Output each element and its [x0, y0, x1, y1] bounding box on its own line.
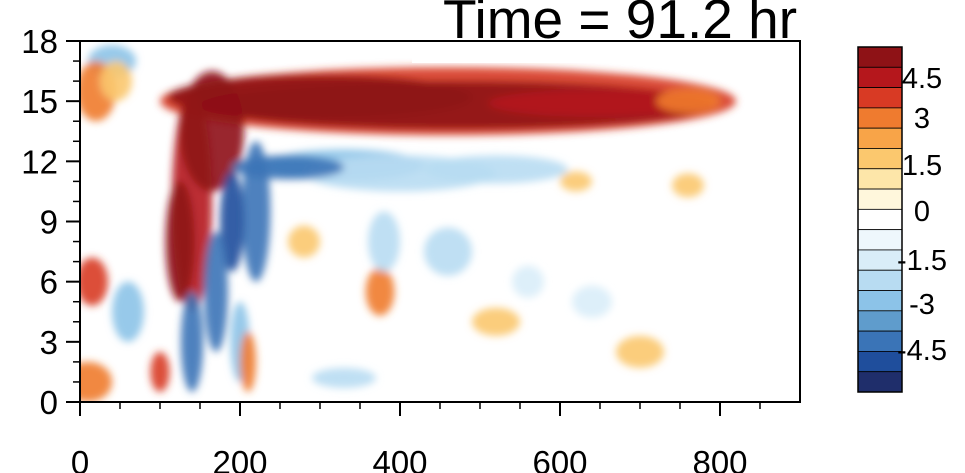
colorbar-swatch	[857, 188, 903, 210]
colorbar-swatch	[857, 127, 903, 149]
field-blob	[512, 265, 544, 298]
field-blob	[424, 227, 472, 276]
field-blob	[150, 351, 170, 392]
field-blob	[656, 89, 720, 114]
field-blob	[168, 75, 472, 120]
colorbar-swatch	[857, 310, 903, 332]
field-blob	[365, 267, 395, 316]
chart-title: Time = 91.2 hr	[443, 0, 797, 50]
colorbar-swatch	[857, 290, 903, 312]
colorbar-swatch	[857, 46, 903, 68]
colorbar-label: 1.5	[902, 150, 942, 182]
field-blob	[112, 281, 144, 342]
colorbar-label: 3	[914, 103, 930, 135]
field-blob	[220, 171, 244, 272]
field-blob	[165, 181, 195, 302]
colorbar-swatch	[857, 87, 903, 109]
field-blob	[616, 335, 664, 368]
field-blob	[488, 89, 712, 118]
y-tick-label: 15	[21, 83, 58, 120]
colorbar-swatch	[857, 269, 903, 291]
y-tick-label: 9	[40, 204, 58, 241]
field-blob	[560, 171, 592, 192]
field-blob	[80, 257, 108, 306]
y-tick-label: 0	[40, 384, 58, 421]
x-tick-label: 0	[71, 444, 89, 473]
colorbar-label: -3	[909, 289, 935, 321]
field-blob	[572, 285, 612, 318]
colorbar: 4.5 3 1.5 0 -1.5 -3 -4.5	[857, 46, 947, 393]
y-tick-label: 3	[40, 324, 58, 361]
field-blob	[312, 367, 376, 388]
x-tick-label: 800	[692, 444, 747, 473]
colorbar-swatch	[857, 66, 903, 88]
colorbar-swatch	[857, 330, 903, 352]
x-tick-label: 400	[372, 444, 427, 473]
field-blob	[424, 155, 568, 184]
colorbar-label: 4.5	[902, 63, 942, 95]
y-tick-label: 12	[21, 143, 58, 180]
field-layer	[80, 45, 736, 402]
field-blob	[180, 291, 204, 392]
field-blob	[180, 71, 244, 192]
colorbar-swatch	[857, 168, 903, 190]
field-blob	[288, 225, 320, 258]
field-blob	[241, 141, 271, 282]
title-backdrop	[412, 0, 800, 63]
field-blob	[368, 211, 400, 272]
colorbar-swatch	[857, 107, 903, 129]
y-tick-label: 6	[40, 264, 58, 301]
field-blob	[472, 307, 520, 336]
field-blob	[80, 361, 112, 402]
colorbar-label: -4.5	[897, 335, 947, 367]
colorbar-label: 0	[914, 196, 930, 228]
plot-area	[80, 41, 800, 402]
field-blob	[240, 331, 256, 392]
field-blob	[100, 61, 132, 102]
field-blob	[672, 173, 704, 198]
x-tick-label: 200	[212, 444, 267, 473]
colorbar-swatch	[857, 351, 903, 373]
colorbar-label: -1.5	[897, 245, 947, 277]
field-blob	[204, 231, 228, 352]
colorbar-swatch	[857, 249, 903, 271]
y-tick-label: 18	[21, 23, 58, 60]
colorbar-frame	[857, 46, 903, 393]
colorbar-swatch	[857, 208, 903, 231]
x-tick-label: 600	[532, 444, 587, 473]
colorbar-swatch	[857, 371, 903, 393]
colorbar-swatch	[857, 229, 903, 251]
axes: 0 200 400 600 800 0 3 6 9 12 15 18	[21, 23, 761, 473]
colorbar-swatch	[857, 148, 903, 170]
